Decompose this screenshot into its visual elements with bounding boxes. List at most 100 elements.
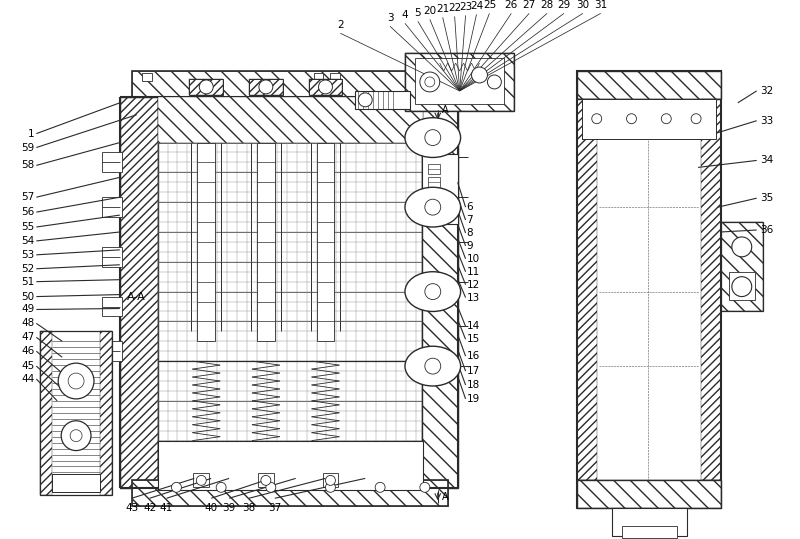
Circle shape (261, 475, 271, 485)
Bar (102, 153, 122, 172)
Bar (132, 480, 448, 506)
Bar (40, 331, 112, 495)
Text: 1: 1 (28, 129, 34, 139)
Text: 52: 52 (21, 264, 34, 274)
Bar (577, 71, 721, 508)
Text: 41: 41 (160, 503, 173, 513)
Text: 38: 38 (242, 503, 256, 513)
Text: 2: 2 (337, 20, 344, 30)
Ellipse shape (405, 118, 461, 157)
Bar (194, 473, 210, 487)
Text: 8: 8 (466, 228, 473, 238)
Text: 22: 22 (448, 3, 462, 13)
Bar (415, 58, 504, 104)
Bar (198, 142, 215, 341)
Circle shape (691, 114, 701, 123)
Bar (102, 296, 122, 316)
Text: 25: 25 (482, 1, 496, 10)
Text: 47: 47 (21, 333, 34, 342)
Text: 17: 17 (466, 366, 480, 376)
Text: 39: 39 (222, 503, 236, 513)
Bar (132, 71, 448, 97)
Text: 33: 33 (760, 116, 773, 126)
Text: 54: 54 (21, 236, 34, 246)
Bar (158, 441, 423, 490)
Bar (102, 247, 122, 267)
Text: 9: 9 (466, 241, 473, 251)
Bar (158, 441, 423, 480)
Circle shape (732, 237, 752, 257)
Text: 44: 44 (21, 374, 34, 384)
Text: 29: 29 (558, 1, 570, 10)
Bar (309, 79, 342, 95)
Text: 57: 57 (21, 192, 34, 202)
Bar (100, 331, 112, 495)
Text: 37: 37 (268, 503, 282, 513)
Bar (701, 99, 721, 480)
Bar (249, 79, 282, 95)
Circle shape (487, 75, 502, 89)
Circle shape (732, 277, 752, 296)
Text: 27: 27 (522, 1, 536, 10)
Text: 46: 46 (21, 346, 34, 356)
Text: 5: 5 (414, 9, 421, 18)
Text: 20: 20 (423, 6, 436, 16)
Text: 6: 6 (466, 202, 473, 212)
Text: 31: 31 (594, 1, 607, 10)
Text: 34: 34 (760, 155, 773, 165)
Text: 55: 55 (21, 222, 34, 232)
Bar (249, 79, 282, 95)
Bar (582, 99, 716, 139)
Circle shape (326, 475, 335, 485)
Text: 59: 59 (21, 142, 34, 153)
Bar (132, 71, 448, 97)
Bar (428, 190, 440, 200)
Text: 10: 10 (466, 254, 480, 264)
Circle shape (471, 67, 487, 83)
Bar (428, 216, 440, 226)
Bar (190, 79, 223, 95)
Text: 40: 40 (205, 503, 218, 513)
Bar (721, 222, 762, 312)
Bar (622, 526, 678, 538)
Text: 49: 49 (21, 305, 34, 314)
Bar (577, 71, 721, 99)
Circle shape (425, 284, 441, 300)
Text: 42: 42 (143, 503, 156, 513)
Circle shape (171, 482, 182, 492)
Text: 32: 32 (760, 86, 773, 96)
Text: 24: 24 (470, 2, 483, 11)
Text: 18: 18 (466, 380, 480, 390)
Circle shape (61, 421, 91, 451)
Text: 53: 53 (21, 250, 34, 260)
Text: A: A (442, 492, 448, 502)
Bar (52, 474, 100, 492)
Text: 21: 21 (436, 4, 450, 15)
Text: 36: 36 (760, 225, 773, 235)
Bar (612, 508, 687, 536)
Text: 56: 56 (21, 207, 34, 217)
Bar (40, 331, 52, 495)
Text: 43: 43 (125, 503, 138, 513)
Text: 11: 11 (466, 267, 480, 277)
Bar (428, 177, 440, 187)
Bar (330, 73, 340, 81)
Bar (102, 197, 122, 217)
Text: 14: 14 (466, 321, 480, 331)
Text: 26: 26 (505, 1, 518, 10)
Text: 16: 16 (466, 351, 480, 361)
Text: 12: 12 (466, 280, 480, 289)
Text: 7: 7 (466, 215, 473, 225)
Circle shape (70, 430, 82, 441)
Text: 15: 15 (466, 334, 480, 344)
Text: 48: 48 (21, 319, 34, 328)
Text: 19: 19 (466, 394, 480, 404)
Circle shape (420, 72, 440, 92)
Circle shape (259, 80, 273, 94)
Circle shape (592, 114, 602, 123)
Text: 13: 13 (466, 293, 480, 302)
Bar (422, 155, 458, 224)
Ellipse shape (405, 346, 461, 386)
Circle shape (326, 482, 335, 492)
Bar (422, 97, 458, 488)
